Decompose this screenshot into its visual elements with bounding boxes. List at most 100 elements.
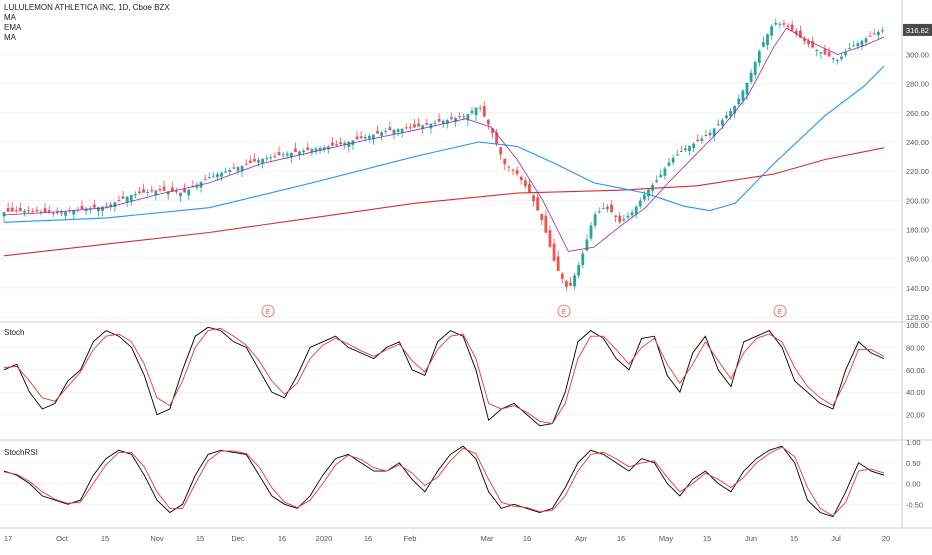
candle-body [503,158,507,165]
candle-body [133,194,137,196]
candle-body [569,282,572,286]
indicator-ma-slow-label[interactable]: MA [4,33,16,42]
price-tick-label: 200.00 [906,196,929,205]
candle-body [852,45,856,47]
candle-body [302,150,306,153]
indicator-ema-label[interactable]: EMA [4,23,22,32]
candle-body [162,186,166,191]
candle-body [786,25,790,27]
candle-body [532,195,535,202]
candle-body [429,123,433,129]
candle-body [790,24,794,31]
candle-body [815,49,819,52]
candle-body [630,212,634,216]
candle-body [43,208,47,213]
stoch-tick-label: 20.00 [906,411,925,420]
candle-body [860,40,864,46]
earnings-marker-label: E [562,309,567,316]
stoch-tick-label: 100.00 [906,321,929,330]
candle-body [647,189,650,197]
chart-legend: LULULEMON ATHLETICA INC, 1D, Cboe BZX MA… [4,3,170,43]
candle-body [105,205,109,207]
candle-body [425,122,429,125]
candle-body [486,119,490,125]
candle-body [692,143,696,149]
candle-body [281,154,285,156]
candle-body [725,115,728,119]
candle-body [72,210,76,215]
candle-body [610,204,613,212]
candle-body [470,110,474,113]
candle-body [499,147,503,155]
candle-body [552,243,556,261]
candle-body [117,200,121,202]
candle-body [556,256,560,271]
earnings-marker [261,304,275,318]
candle-body [589,225,593,239]
candle-body [31,210,35,212]
candle-body [330,142,334,146]
time-tick-label: Dec [231,534,245,543]
candle-body [248,160,252,164]
candle-body [634,206,638,215]
time-tick-label: Nov [150,534,164,543]
time-tick-label: Mar [481,534,494,543]
candle-body [314,148,318,151]
earnings-marker-label: E [778,309,783,316]
candle-body [289,152,293,158]
candle-body [154,190,158,196]
candle-body [388,127,392,131]
candle-body [581,253,585,266]
candle-body [778,23,782,25]
time-tick-label: Jul [831,534,841,543]
ma-slow-line [3,147,885,257]
time-tick-label: 16 [523,534,531,543]
candle-body [667,162,671,166]
time-tick-label: Oct [56,534,69,543]
candle-body [700,138,704,141]
candle-body [92,204,96,208]
time-tick-label: 20 [882,534,890,543]
candle-body [523,180,527,187]
candle-body [211,175,215,177]
candle-body [618,215,622,223]
candle-body [195,184,199,188]
candle-body [269,157,273,159]
candle-body [47,210,51,213]
candle-body [417,123,421,127]
candle-body [445,119,449,124]
candle-body [232,167,236,169]
time-tick-label: 17 [4,534,12,543]
candle-body [244,163,248,165]
candle-body [720,120,724,126]
candle-body [220,172,223,177]
indicator-ma-fast-label[interactable]: MA [4,13,16,22]
price-tick-label: 220.00 [906,167,929,176]
price-tick-label: 160.00 [906,255,929,264]
candle-body [437,118,441,122]
last-price-tag [903,23,932,36]
candle-body [798,30,802,38]
candle-body [491,128,494,134]
candle-body [146,191,150,193]
candle-body [868,35,872,37]
candle-body [458,116,462,118]
candle-body [593,214,597,226]
candle-body [121,196,125,199]
candle-body [392,129,396,134]
candle-body [339,142,343,145]
candle-body [762,42,765,47]
candle-body [548,230,552,247]
candle-body [109,204,113,208]
candle-body [380,132,384,136]
candle-body [80,205,84,210]
stoch-tick-label: 80.00 [906,343,925,352]
candle-body [454,118,457,122]
candle-body [675,154,679,156]
candle-body [150,189,154,192]
candle-body [433,122,437,124]
ema-line [3,65,885,223]
candle-body [638,200,642,207]
candle-body [14,210,18,212]
